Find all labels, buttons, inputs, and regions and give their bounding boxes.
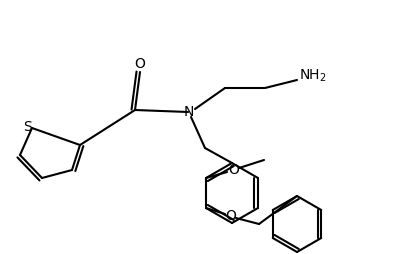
Text: O: O	[226, 209, 237, 223]
Text: S: S	[24, 120, 32, 134]
Text: NH$_2$: NH$_2$	[299, 68, 327, 84]
Text: O: O	[229, 163, 240, 177]
Text: O: O	[135, 57, 145, 71]
Text: N: N	[184, 105, 194, 119]
